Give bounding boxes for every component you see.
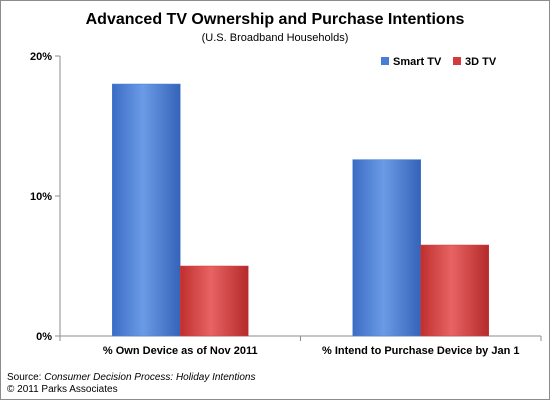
source-prefix: Source: [7,372,45,383]
y-tick-label: 10% [30,191,52,203]
bar-3d-tv [420,244,489,337]
source-note: Source: Consumer Decision Process: Holid… [7,372,255,396]
bar-smart-tv [112,83,181,337]
x-category-label: % Intend to Purchase Device by Jan 1 [322,345,519,357]
legend-swatch [381,57,389,65]
legend-label: Smart TV [393,56,442,68]
x-category-label: % Own Device as of Nov 2011 [103,345,258,357]
y-tick-label: 0% [36,331,52,343]
legend-label: 3D TV [465,56,497,68]
copyright: © 2011 Parks Associates [7,384,118,395]
legend-swatch [453,57,461,65]
source-title: Consumer Decision Process: Holiday Inten… [44,372,256,383]
y-tick-label: 20% [30,51,52,63]
bar-smart-tv [352,159,421,337]
chart-title: Advanced TV Ownership and Purchase Inten… [85,11,465,28]
chart-subtitle: (U.S. Broadband Households) [201,32,349,44]
bar-3d-tv [180,265,249,337]
